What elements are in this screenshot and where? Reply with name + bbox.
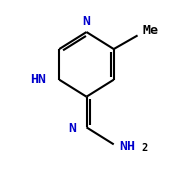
Text: N: N [83,15,90,28]
Text: N: N [68,122,76,135]
Text: Me: Me [143,24,159,37]
Text: 2: 2 [141,143,147,153]
Text: NH: NH [119,140,135,153]
Text: HN: HN [30,73,46,86]
